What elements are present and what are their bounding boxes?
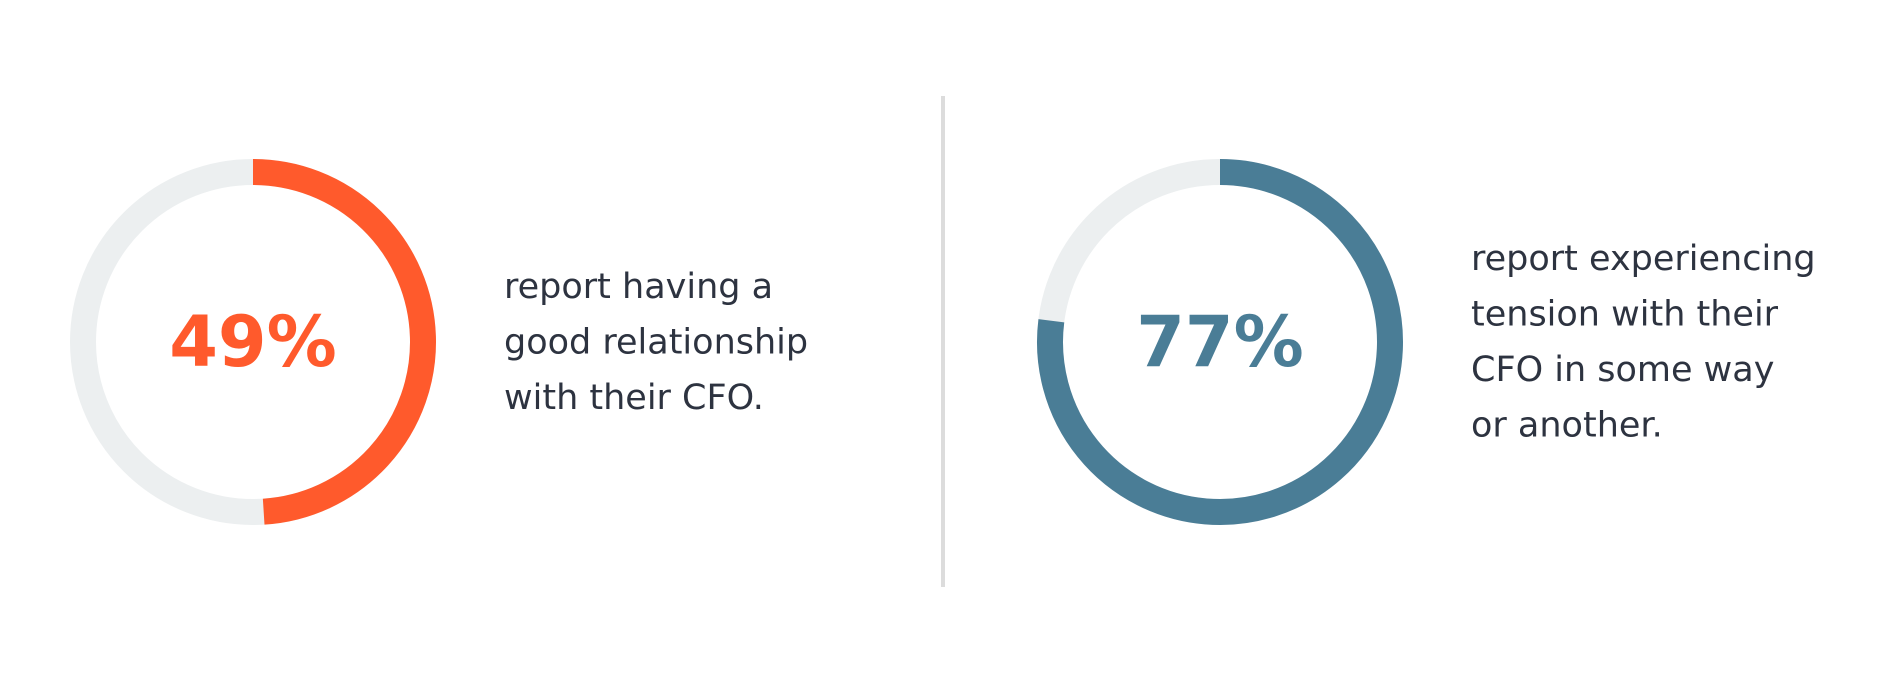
percentage-label: 49%	[169, 301, 337, 383]
description-line: or another.	[1471, 406, 1663, 446]
donut-arc	[252, 159, 437, 525]
percentage-label: 77%	[1136, 301, 1304, 383]
description-line: report having a	[504, 267, 773, 307]
description-line: report experiencing	[1471, 239, 1816, 279]
description-line: good relationship	[504, 323, 808, 363]
description-line: with their CFO.	[504, 378, 764, 418]
donut-arc	[1037, 159, 1403, 525]
description-line: CFO in some way	[1471, 350, 1774, 390]
description-line: tension with their	[1471, 295, 1779, 335]
